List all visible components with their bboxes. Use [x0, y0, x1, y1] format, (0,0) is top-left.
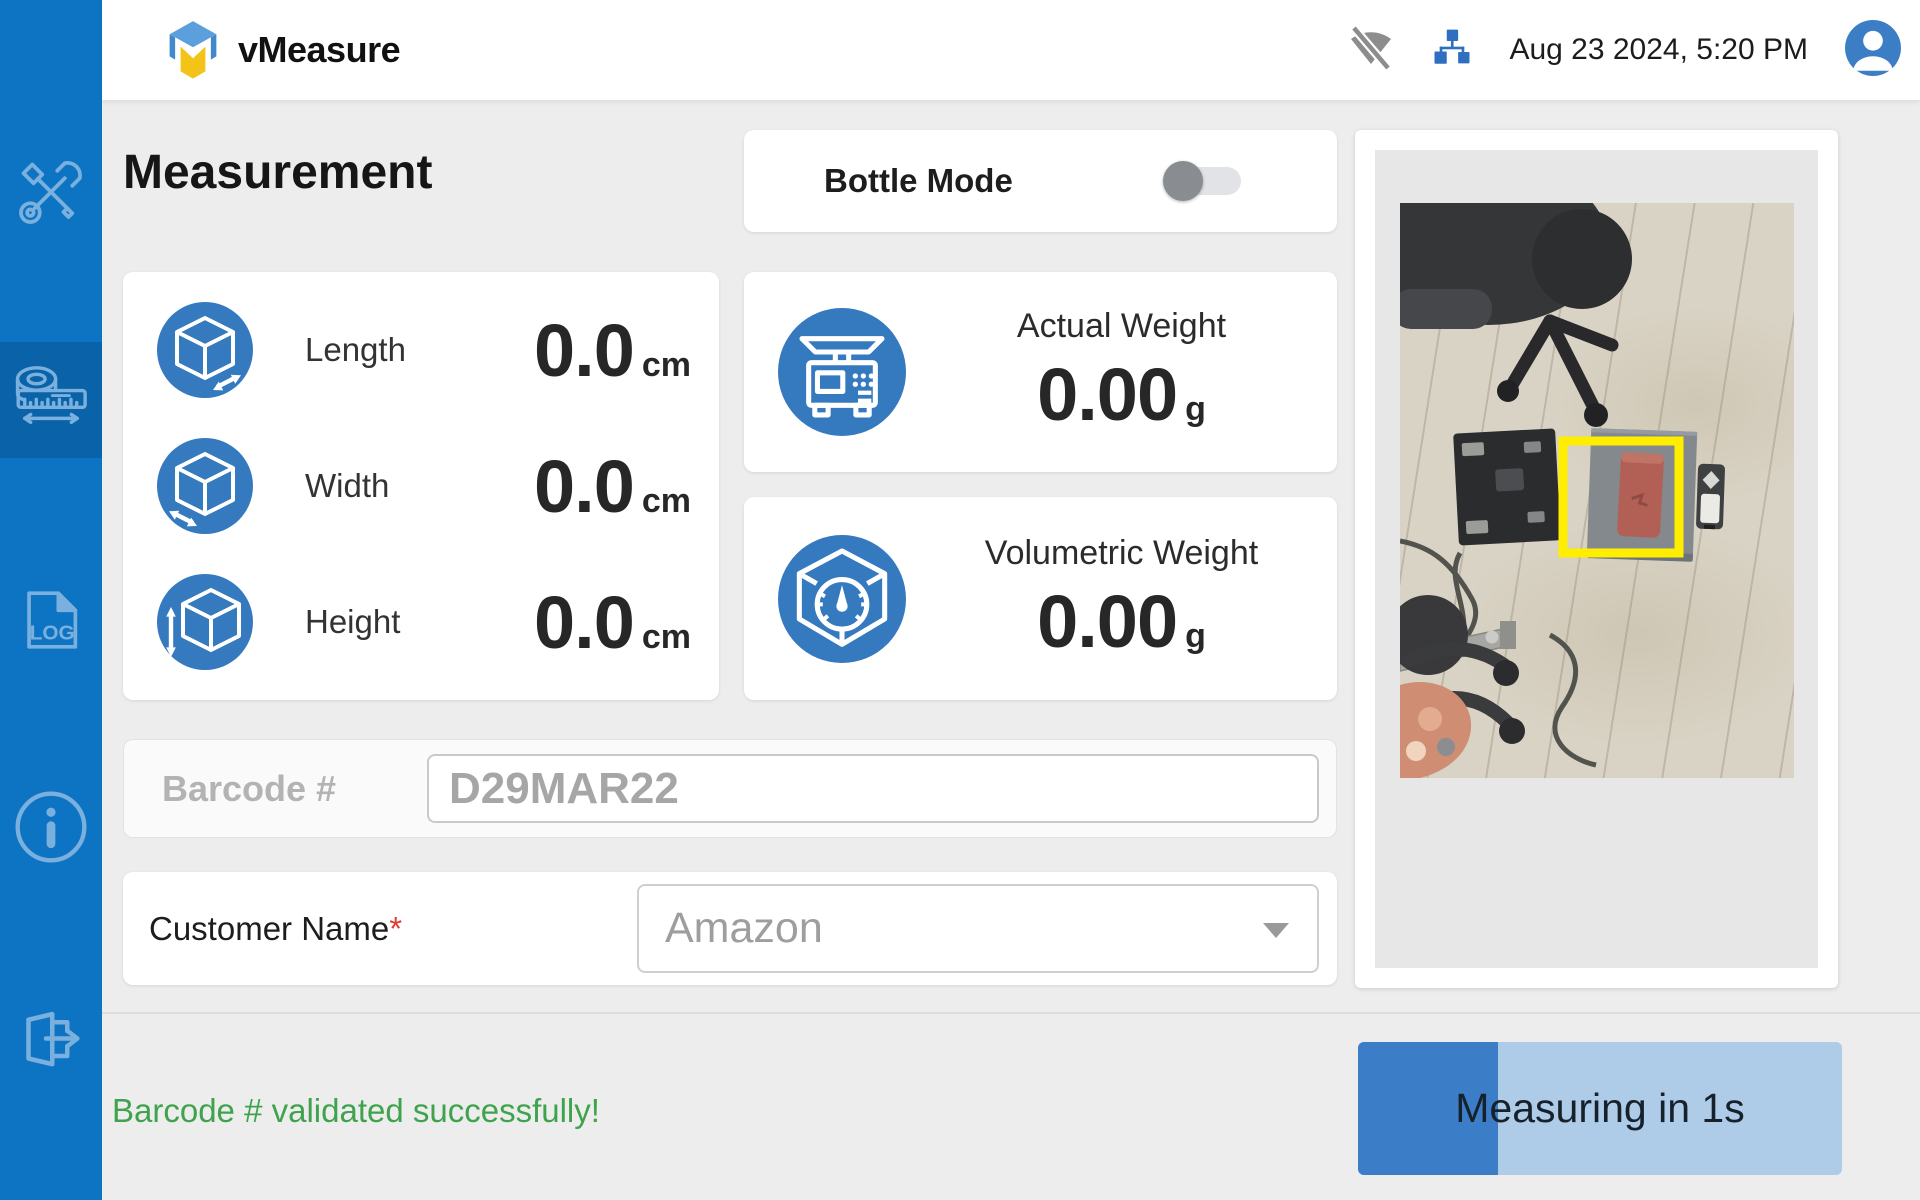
volumetric-weight-card: Volumetric Weight 0.00 g: [744, 497, 1337, 700]
measuring-tape-icon: [9, 358, 93, 442]
sidebar-item-log[interactable]: LOG: [0, 562, 102, 678]
top-bar: vMeasure A: [102, 0, 1920, 100]
camera-view: [1399, 203, 1794, 778]
actual-weight-card: Actual Weight 0.00 g: [744, 272, 1337, 472]
bottle-mode-label: Bottle Mode: [824, 162, 1013, 199]
volumetric-cube-icon: [778, 534, 906, 663]
dimension-row-height: Height 0.0 cm: [123, 558, 719, 686]
volumetric-weight-label: Volumetric Weight: [984, 533, 1259, 572]
dimension-label: Height: [305, 603, 401, 640]
customer-select[interactable]: Amazon: [637, 884, 1319, 973]
actual-weight-label: Actual Weight: [1016, 307, 1227, 345]
datetime-label: Aug 23 2024, 5:20 PM: [1509, 33, 1808, 66]
svg-text:LOG: LOG: [30, 622, 75, 645]
dimension-label: Length: [305, 331, 406, 368]
dimension-label: Width: [305, 467, 390, 504]
exit-door-icon: [11, 1006, 91, 1086]
detection-box: [1558, 436, 1683, 558]
cube-width-icon: [157, 438, 253, 534]
footer-bar: Barcode # validated successfully! Measur…: [102, 1012, 1920, 1200]
volumetric-weight-value: 0.00: [1037, 579, 1178, 663]
cube-length-icon: [157, 302, 253, 398]
app-name: vMeasure: [238, 29, 401, 70]
width-unit: cm: [641, 481, 691, 520]
dimension-row-width: Width 0.0 cm: [123, 422, 719, 550]
volumetric-weight-unit: g: [1185, 616, 1206, 655]
measure-button-label: Measuring in 1s: [1455, 1085, 1745, 1131]
customer-select-value: Amazon: [665, 904, 823, 952]
weighing-scale-icon: [778, 308, 906, 436]
bottle-mode-toggle[interactable]: [1163, 159, 1249, 203]
bottle-mode-card: Bottle Mode: [744, 130, 1337, 232]
length-unit: cm: [641, 345, 691, 384]
dimensions-card: Length 0.0 cm Width 0.0: [123, 272, 719, 700]
sidebar-item-measurement[interactable]: [0, 342, 102, 458]
barcode-input[interactable]: [427, 754, 1319, 823]
sidebar: LOG: [0, 0, 102, 1200]
info-icon: [10, 786, 92, 868]
customer-section: Customer Name* Amazon: [123, 872, 1337, 985]
network-icon: [1431, 27, 1473, 74]
tools-icon: [11, 152, 91, 232]
actual-weight-unit: g: [1185, 390, 1206, 428]
camera-panel: [1355, 130, 1838, 988]
user-avatar[interactable]: [1844, 19, 1902, 82]
actual-weight-value: 0.00: [1037, 353, 1178, 436]
height-value: 0.0: [533, 580, 635, 664]
dimension-row-length: Length 0.0 cm: [123, 286, 719, 414]
log-file-icon: LOG: [12, 581, 90, 659]
measure-button[interactable]: Measuring in 1s: [1358, 1042, 1842, 1175]
barcode-label: Barcode #: [162, 767, 337, 809]
chevron-down-icon: [1263, 922, 1289, 938]
measure-progress-fill: [1358, 1042, 1499, 1175]
status-message: Barcode # validated successfully!: [112, 1092, 600, 1129]
wifi-off-icon: [1347, 24, 1395, 77]
sidebar-item-settings[interactable]: [0, 134, 102, 250]
required-asterisk: *: [389, 909, 403, 947]
camera-panel-background: [1375, 150, 1818, 968]
toggle-knob: [1163, 161, 1203, 201]
width-value: 0.0: [533, 444, 635, 528]
vmeasure-logo: vMeasure: [160, 17, 401, 83]
length-value: 0.0: [533, 308, 635, 392]
page-title: Measurement: [123, 146, 433, 199]
barcode-section: Barcode #: [123, 739, 1337, 838]
sidebar-item-info[interactable]: [0, 769, 102, 885]
sidebar-item-exit[interactable]: [0, 988, 102, 1104]
cube-height-icon: [157, 574, 253, 670]
customer-name-label: Customer Name*: [149, 909, 403, 947]
height-unit: cm: [641, 617, 691, 656]
